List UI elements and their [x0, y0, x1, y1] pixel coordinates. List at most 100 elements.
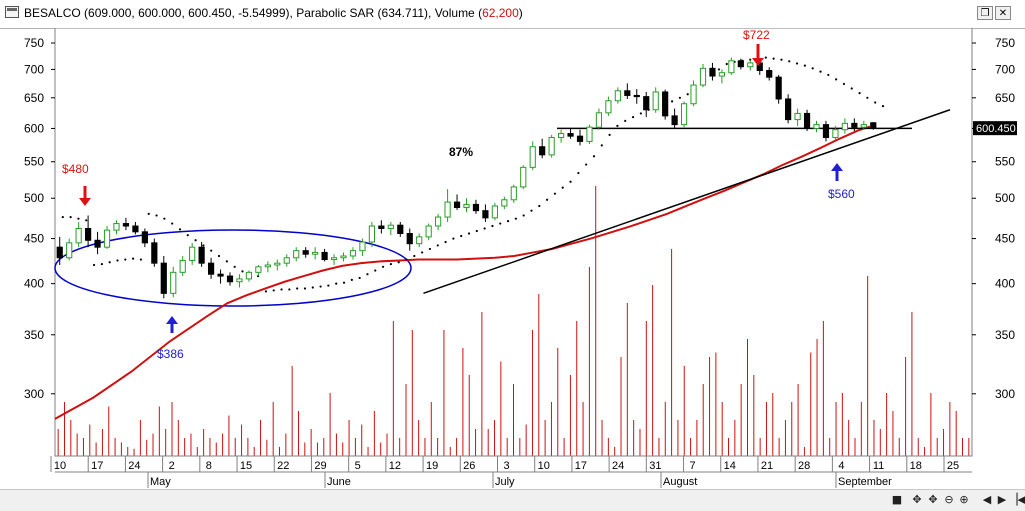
sar-dot [100, 262, 103, 266]
scroll-left-icon[interactable]: ◀ [982, 493, 992, 506]
sar-dot [475, 229, 478, 233]
candle-up [387, 224, 394, 229]
arrow-head [752, 58, 764, 66]
candle-up [605, 100, 612, 114]
sar-dot [866, 96, 869, 99]
x-day-label: 28 [798, 460, 810, 472]
sar-dot [132, 257, 135, 260]
stock-chart: 300 300 350 350 400 400 450 450 500 500 550 550 600 6… [24, 28, 1017, 488]
candle-up [75, 227, 82, 244]
sar-dot [288, 288, 291, 291]
candle-down [539, 146, 546, 156]
arrow-down-icon [752, 44, 764, 66]
candle-up [529, 146, 536, 168]
sar-dot [241, 270, 244, 273]
sar-dot [569, 180, 572, 183]
candle-up [548, 136, 555, 156]
scroll-end-icon[interactable]: ▕◀ [1009, 493, 1025, 506]
move-icon[interactable]: ✥ [928, 493, 938, 506]
x-day-label: 22 [277, 460, 289, 472]
sar-dot [319, 285, 322, 288]
candle-down [851, 122, 858, 128]
sar-dot [522, 214, 525, 217]
sar-dot [61, 215, 64, 219]
candle-up [103, 229, 111, 248]
sar-dot [139, 258, 143, 261]
sar-dot [631, 116, 635, 119]
sar-dot [874, 101, 877, 104]
sar-dot [413, 254, 416, 258]
sar-dot [264, 290, 268, 293]
candle-up [595, 112, 603, 128]
candle-down [671, 115, 678, 126]
price-annotation-label: $480 [62, 162, 89, 176]
consolidation-ellipse [54, 229, 412, 307]
zoom-out-icon[interactable]: ⊖ [944, 493, 954, 506]
box-zoom-icon[interactable]: ■ [891, 493, 903, 506]
sar-dot [460, 234, 463, 238]
sar-dot [374, 269, 377, 272]
candle-up [425, 225, 432, 238]
sar-dot [764, 56, 767, 59]
scroll-right-icon[interactable]: ▶ [997, 493, 1007, 506]
arrow-head [831, 163, 843, 171]
arrow-head [79, 198, 91, 206]
y-tick-label-left: 300 [24, 387, 44, 401]
candle-down [737, 60, 744, 68]
y-tick-label-left: 450 [24, 232, 44, 246]
sar-dot [530, 209, 533, 212]
title-close-paren: ) [518, 6, 523, 20]
sar-dot [124, 258, 127, 261]
candle-up [586, 126, 593, 142]
candle-down [709, 67, 716, 77]
candle-up [690, 84, 697, 105]
candle-up [66, 242, 73, 259]
sar-dot [311, 286, 314, 289]
navigation-bar: ■ ✥ ✥ ⊖ ⊕ ◀ ▶ ▕◀ [0, 489, 1025, 511]
candle-down [624, 90, 631, 96]
pan-icon[interactable]: ✥ [912, 493, 922, 506]
candle-up [652, 91, 659, 111]
y-tick-label-left: 650 [24, 91, 44, 105]
sar-dot [616, 124, 619, 127]
candle-up [312, 251, 319, 255]
x-month-label: May [150, 476, 171, 488]
percent-gain-label: 87% [449, 145, 473, 159]
candle-up [747, 62, 754, 68]
y-tick-label-left: 600 [24, 121, 44, 135]
zoom-in-icon[interactable]: ⊕ [959, 493, 969, 506]
candle-up [841, 122, 848, 131]
x-day-label: 17 [91, 460, 103, 472]
y-tick-label-left: 550 [24, 155, 44, 169]
sar-dot [108, 261, 111, 264]
candle-down [217, 273, 224, 277]
candle-up [236, 278, 243, 283]
candle-down [567, 133, 574, 137]
x-day-label: 26 [463, 460, 475, 472]
price-annotation-label: $722 [743, 28, 770, 42]
sar-dot [194, 239, 197, 242]
y-tick-label-right: 750 [995, 36, 1015, 50]
candle-down [378, 225, 385, 229]
candle-up [189, 246, 196, 261]
y-tick-label-left: 750 [24, 36, 44, 50]
sar-dot [780, 58, 783, 61]
restore-button[interactable]: ❐ [977, 6, 993, 20]
x-day-label: 2 [169, 460, 175, 472]
candle-up [718, 72, 726, 77]
sar-dot [366, 273, 369, 276]
chart-window-icon [5, 6, 19, 18]
sar-dot [561, 186, 564, 189]
candle-down [633, 94, 640, 98]
y-tick-label-left: 350 [24, 328, 44, 342]
sar-dot [389, 262, 392, 266]
x-day-label: 10 [538, 460, 550, 472]
candle-up [416, 236, 423, 245]
sar-dot [92, 263, 96, 267]
sar-dot [335, 282, 338, 285]
x-day-label: 25 [947, 460, 959, 472]
x-day-label: 12 [389, 460, 401, 472]
sar-dot [546, 198, 549, 201]
close-button[interactable]: ✕ [995, 6, 1011, 20]
candle-up [520, 166, 527, 188]
